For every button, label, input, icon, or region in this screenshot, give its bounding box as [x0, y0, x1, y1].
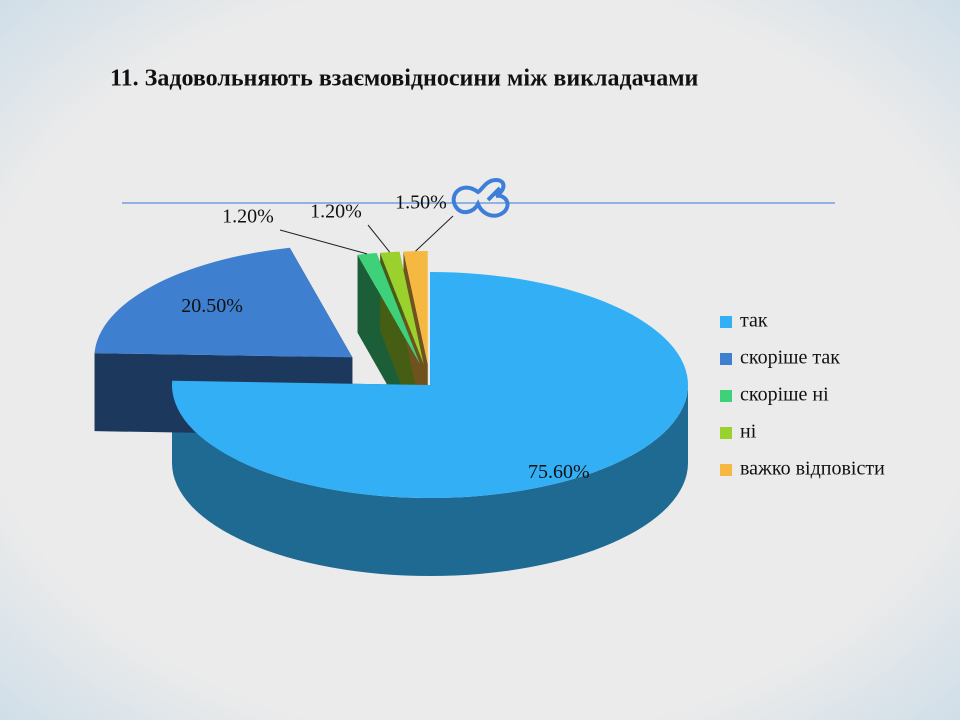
data-label: 1.20%	[310, 201, 362, 223]
legend-swatch	[720, 427, 732, 439]
legend-label: так	[740, 310, 768, 332]
leader-line	[367, 224, 391, 253]
legend-swatch	[720, 390, 732, 402]
data-label: 20.50%	[181, 295, 243, 317]
slice	[94, 247, 353, 358]
legend-swatch	[720, 316, 732, 328]
slice-wall	[172, 385, 688, 576]
data-label: 1.50%	[395, 192, 447, 214]
legend-label: скоріше ні	[740, 384, 829, 406]
leader-line	[415, 215, 454, 252]
logo	[451, 177, 510, 218]
chart-title: 11. Задовольняють взаємовідносини між ви…	[110, 66, 699, 92]
data-label: 75.60%	[528, 461, 590, 483]
slice	[357, 253, 421, 365]
legend-label: скоріше так	[740, 347, 840, 369]
legend: так скоріше так скоріше ні ні важко відповіс…	[720, 310, 885, 480]
pie: 75.60% 20.50% 1.20% 1.20% 1.50%	[94, 192, 688, 576]
slice	[380, 251, 424, 365]
legend-label: ні	[740, 421, 757, 443]
slice	[171, 272, 688, 499]
legend-swatch	[720, 464, 732, 476]
slice	[403, 251, 428, 365]
data-label: 1.20%	[222, 206, 274, 228]
leader-line	[279, 229, 368, 255]
legend-swatch	[720, 353, 732, 365]
legend-label: важко відповісти	[740, 458, 885, 480]
